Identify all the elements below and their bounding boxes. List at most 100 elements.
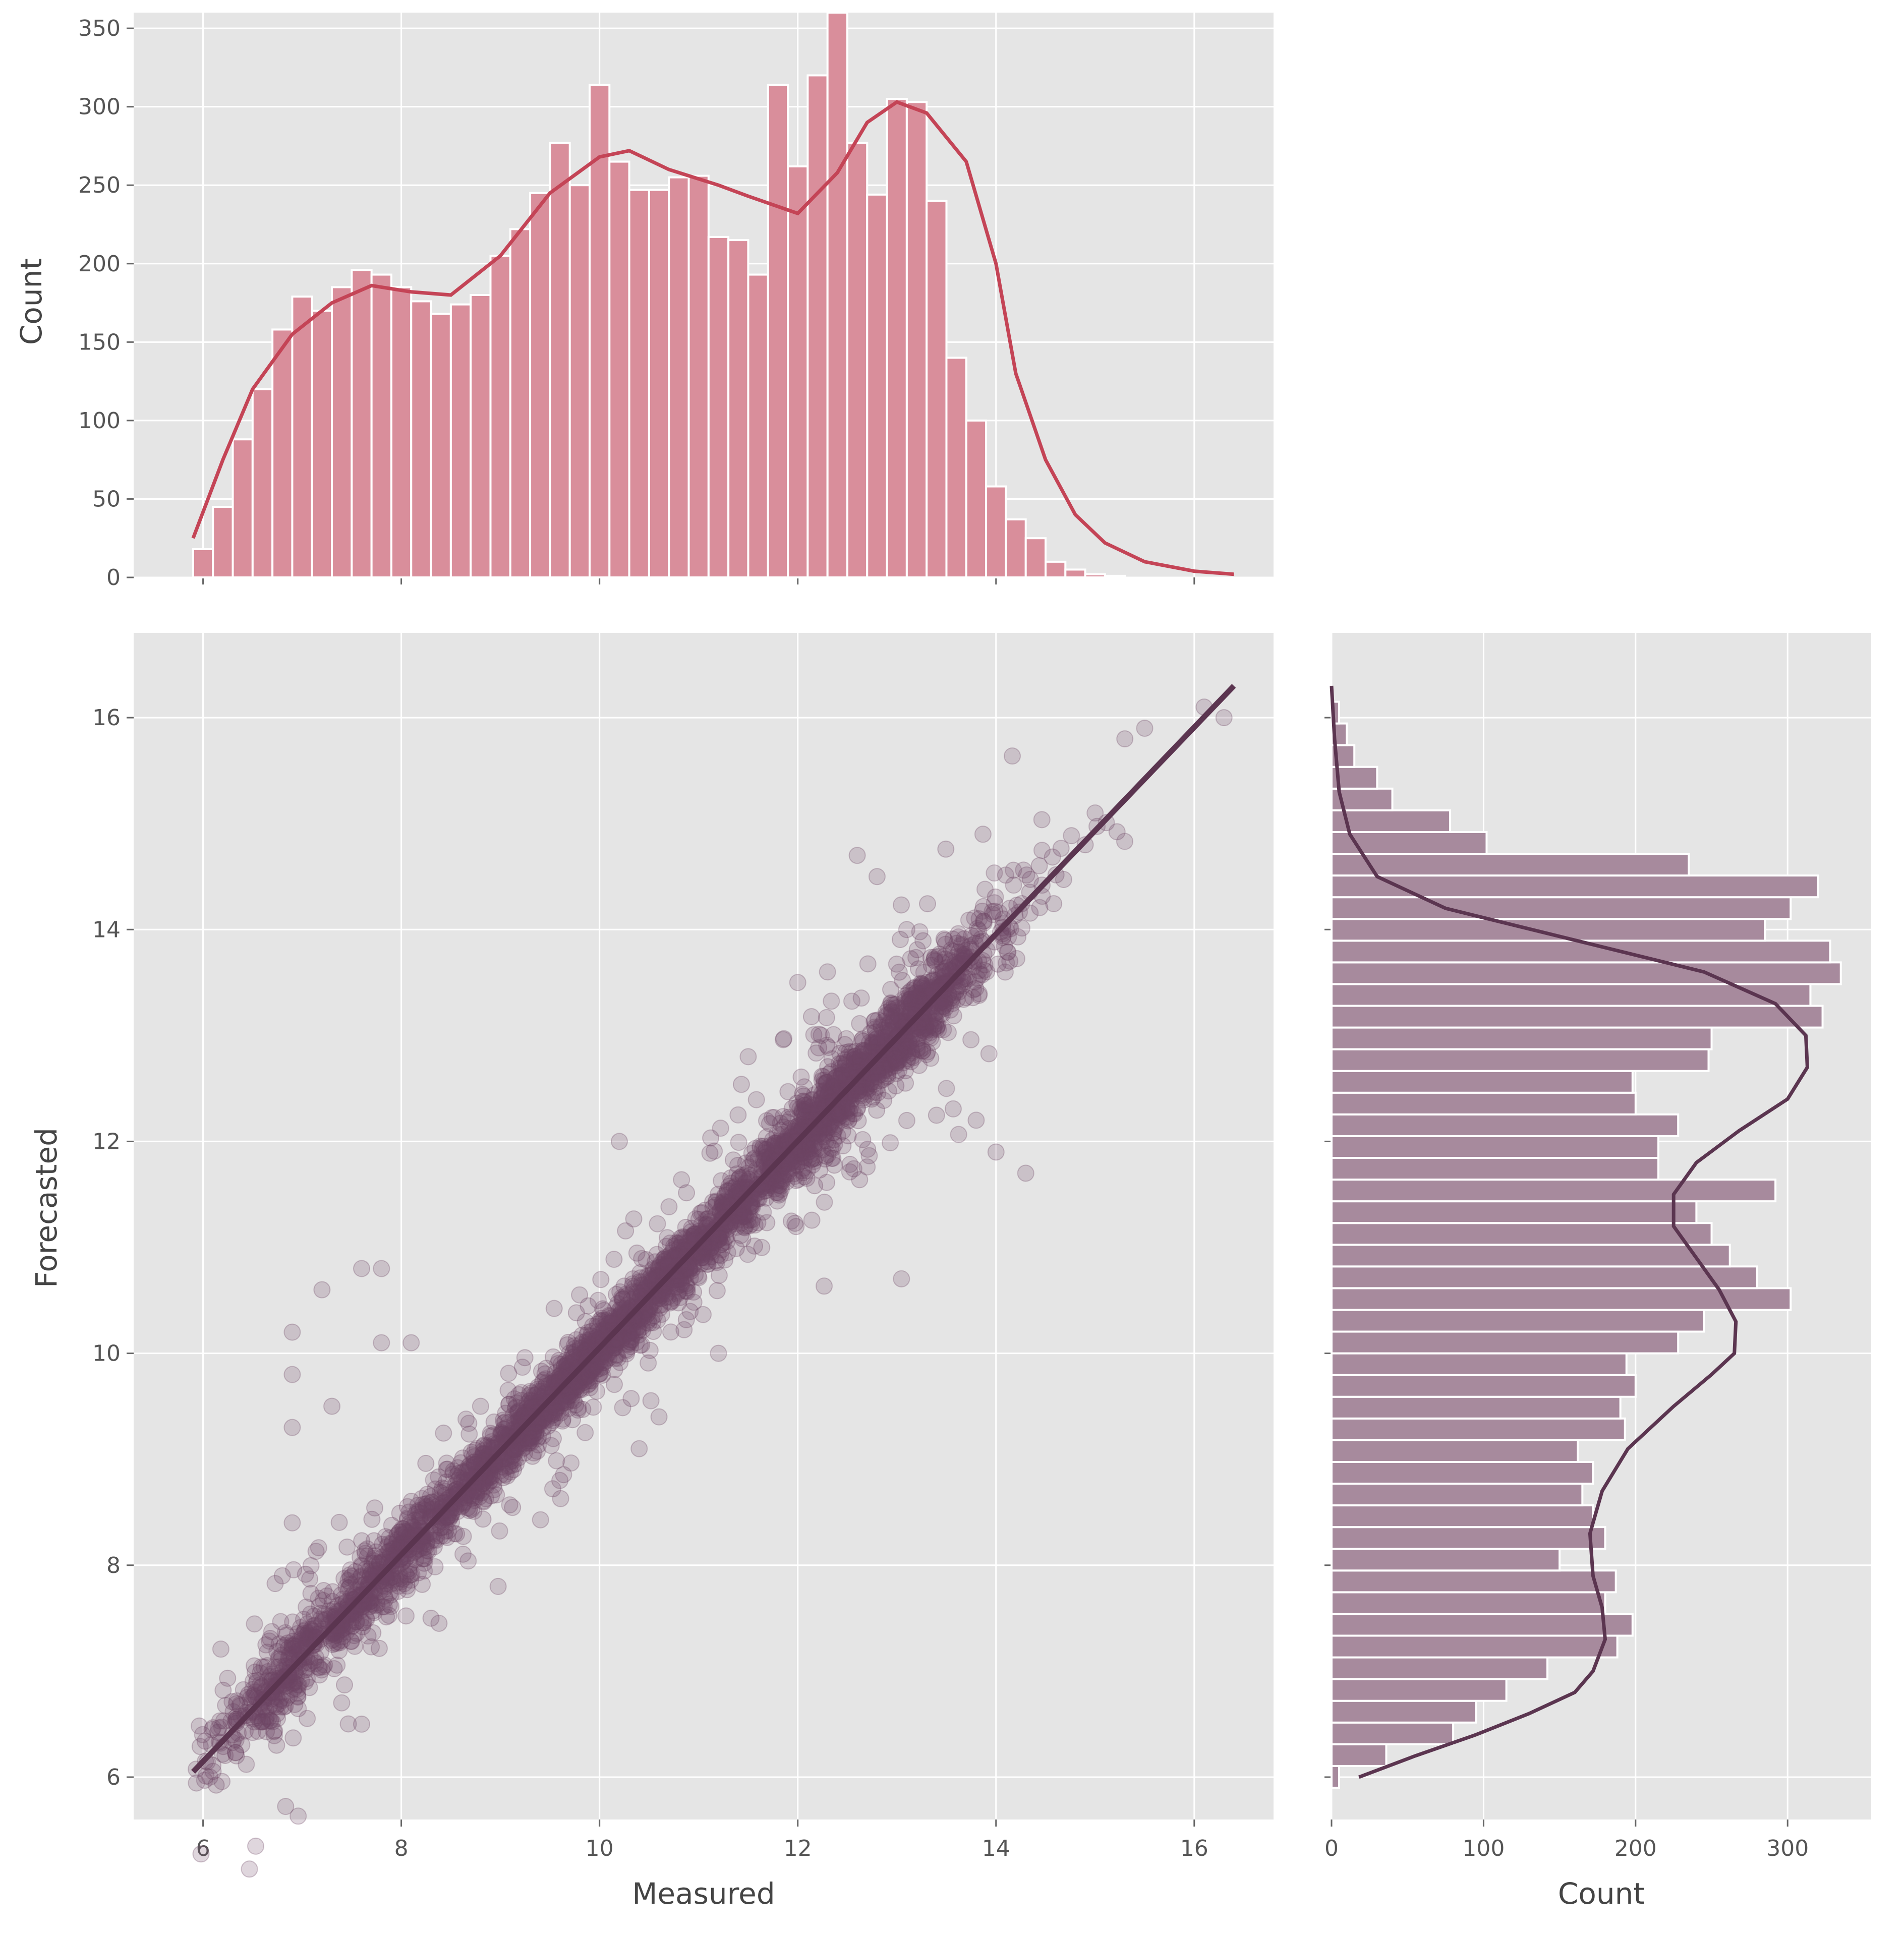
scatter-point xyxy=(510,1386,528,1403)
scatter-point xyxy=(270,1695,287,1713)
scatter-point xyxy=(191,1717,208,1735)
scatter-point xyxy=(215,1712,233,1730)
scatter-point xyxy=(371,1554,388,1572)
scatter-point xyxy=(227,1747,245,1765)
right-histogram-bar xyxy=(1331,1352,1628,1376)
scatter-point xyxy=(525,1426,542,1443)
main-tick-label-x: 14 xyxy=(982,1836,1010,1861)
scatter-outlier-point xyxy=(482,1472,499,1489)
scatter-point xyxy=(942,1001,959,1019)
scatter-point xyxy=(246,1615,263,1633)
right-histogram-bar xyxy=(1331,940,1831,964)
scatter-point xyxy=(922,957,940,974)
scatter-point xyxy=(818,1009,835,1026)
scatter-point xyxy=(788,1153,805,1170)
scatter-point xyxy=(670,1234,688,1252)
scatter-point xyxy=(891,1041,908,1059)
main-tick-label-y: 14 xyxy=(92,917,121,943)
scatter-outlier-point xyxy=(868,868,886,886)
right-histogram-bar xyxy=(1331,896,1792,920)
scatter-point xyxy=(631,1336,649,1354)
scatter-point xyxy=(390,1566,408,1583)
scatter-point xyxy=(866,1012,884,1029)
main-tick-label-y: 16 xyxy=(92,705,121,731)
scatter-point xyxy=(819,1134,836,1151)
scatter-point xyxy=(519,1432,536,1450)
scatter-point xyxy=(708,1282,726,1300)
top-histogram-bar xyxy=(1045,560,1067,579)
scatter-point xyxy=(850,1055,868,1073)
top-histogram-bar xyxy=(886,98,908,579)
scatter-point xyxy=(445,1525,463,1543)
scatter-point xyxy=(332,1625,350,1642)
scatter-point xyxy=(859,955,877,973)
scatter-point xyxy=(633,1273,651,1290)
scatter-point xyxy=(872,1017,890,1034)
scatter-point xyxy=(925,1019,943,1037)
scatter-point xyxy=(552,1490,569,1507)
scatter-point xyxy=(1021,904,1039,922)
top-histogram-bar xyxy=(826,12,848,578)
scatter-point xyxy=(844,1105,862,1123)
scatter-point xyxy=(578,1368,596,1385)
scatter-point xyxy=(436,1527,453,1545)
right-tick-label-x: 200 xyxy=(1614,1836,1657,1861)
top-histogram-bar xyxy=(846,142,869,578)
right-histogram-bar xyxy=(1331,1309,1705,1333)
scatter-point xyxy=(974,826,992,843)
right-histogram-bar xyxy=(1331,1005,1824,1029)
right-histogram-bar xyxy=(1331,1113,1680,1137)
scatter-point xyxy=(327,1626,345,1644)
scatter-point xyxy=(820,1084,837,1101)
scatter-point xyxy=(876,1056,894,1074)
scatter-point xyxy=(903,1042,920,1060)
top-histogram-bar xyxy=(1084,573,1106,579)
scatter-point xyxy=(937,935,954,953)
right-histogram-bar xyxy=(1331,1091,1637,1116)
scatter-point xyxy=(534,1427,551,1445)
scatter-point xyxy=(731,1210,748,1228)
top-tick-label-y: 300 xyxy=(78,94,121,120)
scatter-point xyxy=(491,1522,508,1540)
scatter-point xyxy=(529,1378,547,1396)
right-histogram-bar xyxy=(1331,1656,1548,1680)
scatter-point xyxy=(914,1042,932,1060)
scatter-point xyxy=(558,1393,575,1411)
main-panel-background xyxy=(134,633,1274,1819)
scatter-point xyxy=(830,1067,848,1085)
scatter-point xyxy=(902,1038,920,1055)
scatter-point xyxy=(265,1723,283,1740)
scatter-point xyxy=(604,1340,621,1358)
scatter-point xyxy=(761,1115,778,1133)
right-histogram-bar xyxy=(1331,1613,1634,1637)
scatter-outlier-point xyxy=(1086,804,1104,822)
scatter-point xyxy=(934,1006,951,1023)
scatter-point xyxy=(344,1609,362,1626)
scatter-point xyxy=(393,1520,411,1538)
scatter-point xyxy=(296,1621,314,1638)
scatter-point xyxy=(853,1031,871,1049)
main-tick-label-x: 12 xyxy=(784,1836,812,1861)
scatter-outlier-point xyxy=(283,1323,301,1341)
scatter-point xyxy=(500,1365,517,1382)
scatter-outlier-point xyxy=(1017,1164,1034,1182)
scatter-outlier-point xyxy=(610,1133,628,1150)
scatter-point xyxy=(313,1661,330,1679)
scatter-point xyxy=(884,1049,901,1067)
scatter-point xyxy=(247,1837,264,1855)
top-histogram-bar xyxy=(311,310,333,578)
scatter-point xyxy=(1033,842,1051,859)
scatter-point xyxy=(593,1310,611,1327)
scatter-point xyxy=(734,1167,752,1184)
scatter-point xyxy=(591,1353,608,1371)
scatter-point xyxy=(662,1245,680,1262)
top-histogram-bar xyxy=(589,84,611,579)
scatter-point xyxy=(409,1497,427,1514)
scatter-point xyxy=(555,1394,572,1412)
scatter-point xyxy=(937,960,954,977)
scatter-point xyxy=(614,1300,632,1318)
scatter-point xyxy=(413,1490,431,1507)
scatter-point xyxy=(782,1212,800,1230)
scatter-point xyxy=(831,1044,849,1062)
scatter-point xyxy=(749,1190,767,1207)
